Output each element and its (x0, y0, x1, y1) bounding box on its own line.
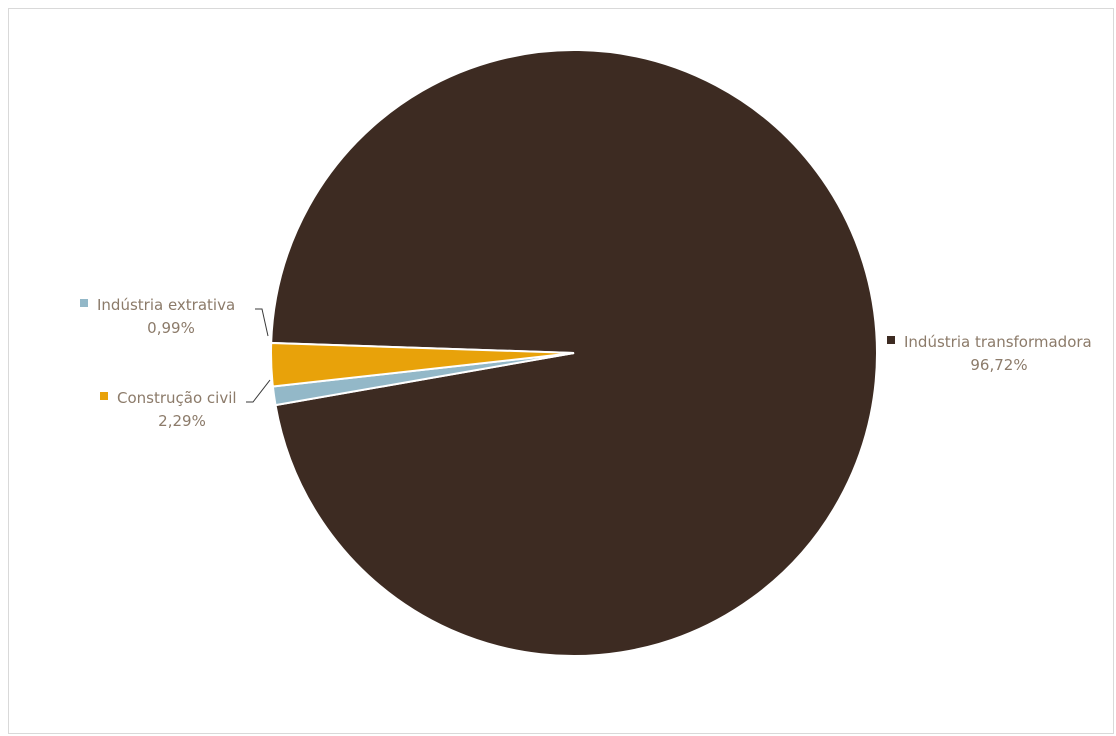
leader-line-1 (255, 308, 269, 337)
data-labels: Indústria transformadora 96,72% Indústria … (80, 296, 1092, 430)
slice-value-1: 0,99% (147, 319, 195, 337)
slice-value-0: 96,72% (970, 356, 1027, 374)
slice-label-1: Indústria extrativa (97, 296, 235, 314)
slice-label-2: Construção civil (117, 389, 237, 407)
pie-slices (270, 49, 879, 657)
legend-marker-2 (100, 392, 108, 400)
pie-slice-2 (270, 341, 575, 388)
legend-marker-1 (80, 299, 88, 307)
slice-label-0: Indústria transformadora (904, 333, 1092, 351)
pie-slice-0 (270, 49, 879, 657)
slice-value-2: 2,29% (158, 412, 206, 430)
leader-lines (246, 308, 271, 403)
legend-marker-0 (887, 336, 895, 344)
leader-line-2 (246, 379, 271, 403)
